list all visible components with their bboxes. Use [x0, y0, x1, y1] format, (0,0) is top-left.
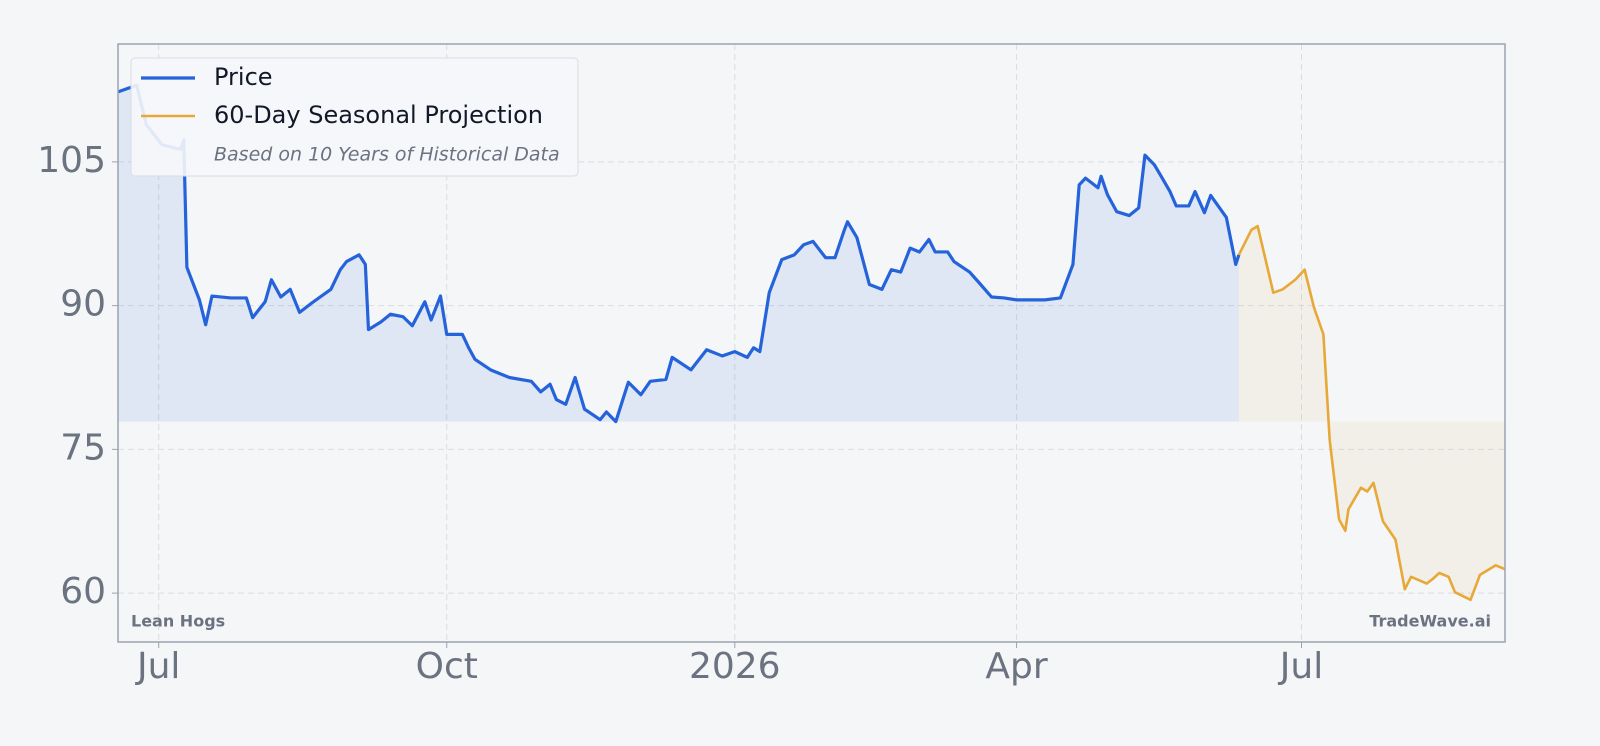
corner-label: TradeWave.ai	[1369, 612, 1491, 631]
x-tick-label: Jul	[135, 646, 180, 687]
area	[1238, 226, 1505, 600]
plot-frame	[117, 43, 1506, 643]
x-tick-label: 2026	[689, 646, 781, 687]
line	[1237, 224, 1506, 602]
axes: 60 75 90 105 Jul Oct 2026 Apr Jul	[37, 140, 1323, 687]
x-tick-label: Apr	[985, 646, 1047, 687]
y-tick-label: 75	[60, 427, 106, 468]
y-tick-label: 60	[60, 571, 106, 612]
area	[118, 85, 1239, 422]
legend-note: Based on 10 Years of Historical Data	[214, 144, 560, 166]
x-tick-label: Oct	[416, 646, 478, 687]
legend: Based on 10 Years of Historical Data Pri…	[130, 57, 579, 177]
legend-label: 60-Day Seasonal Projection	[214, 101, 543, 129]
marks	[117, 83, 1506, 602]
line	[117, 83, 1241, 424]
legend-box	[130, 57, 579, 177]
legend-label: Price	[214, 63, 273, 91]
x-tick-label: Jul	[1278, 646, 1323, 687]
corner-label: Lean Hogs	[131, 612, 225, 631]
y-tick-label: 90	[60, 284, 106, 325]
y-tick-label: 105	[37, 140, 106, 181]
